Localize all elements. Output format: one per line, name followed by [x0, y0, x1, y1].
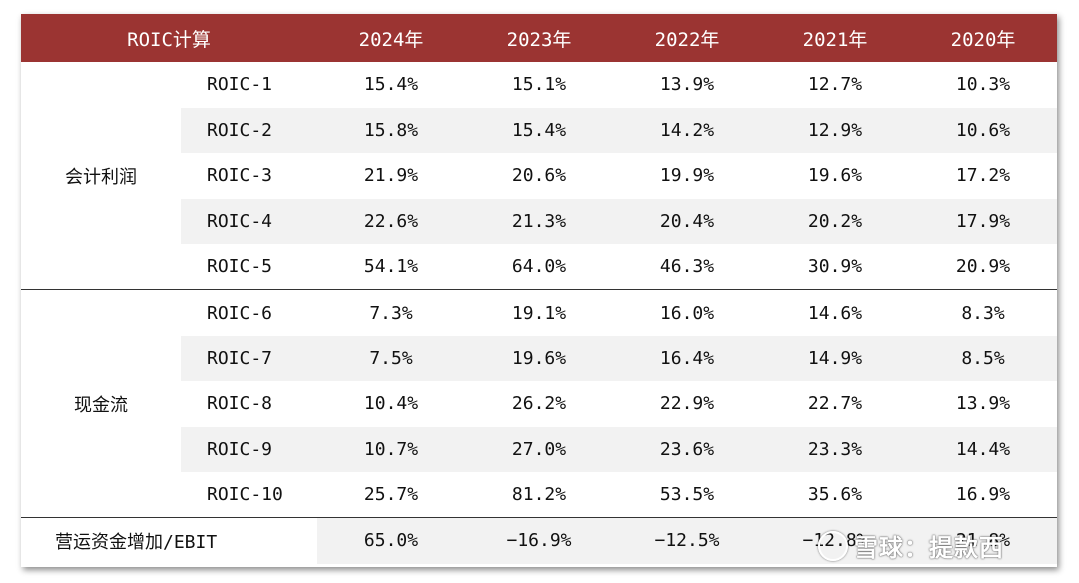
- table-row: 现金流 ROIC-6 7.3% 19.1% 16.0% 14.6% 8.3%: [21, 289, 1058, 518]
- metric-label: ROIC-6: [181, 289, 318, 336]
- value-cell: 16.0%: [613, 289, 762, 336]
- value-cell: 19.9%: [659, 165, 715, 187]
- value-cell: 21.8%: [909, 517, 1058, 564]
- metric-label: ROIC-7: [181, 335, 318, 382]
- year-header-2024: 2024年: [358, 28, 424, 51]
- value-cell: 23.3%: [761, 426, 910, 473]
- value-cell: 16.4%: [613, 335, 762, 382]
- value-cell: 17.9%: [909, 198, 1058, 245]
- metric-label: ROIC-4: [181, 198, 318, 245]
- table-row: 营运资金增加/EBIT 65.0% −16.9% −12.5% −12.8% 2…: [21, 517, 1058, 564]
- value-cell: 7.3%: [317, 289, 466, 336]
- value-cell: 30.9%: [807, 256, 863, 278]
- value-cell: 20.4%: [613, 198, 762, 245]
- value-cell: 20.2%: [761, 198, 910, 245]
- value-cell: 14.2%: [613, 107, 762, 154]
- value-cell: 22.7%: [807, 393, 863, 415]
- value-cell: 14.6%: [761, 289, 910, 336]
- year-header-2023: 2023年: [506, 28, 572, 51]
- value-cell: 21.3%: [465, 198, 614, 245]
- value-cell: 23.6%: [613, 426, 762, 473]
- value-cell: 19.1%: [465, 289, 614, 336]
- metric-label: ROIC-5: [207, 256, 273, 278]
- value-cell: 53.5%: [659, 484, 715, 506]
- table-row: ROIC-5 54.1% 64.0% 46.3% 30.9% 20.9%: [21, 244, 1057, 290]
- watermark: 雪球：提款西: [818, 528, 1004, 563]
- value-cell: 22.6%: [317, 198, 466, 245]
- value-cell: 15.1%: [511, 74, 567, 96]
- group-label-cashflow: 现金流: [21, 289, 181, 518]
- roic-table: ROIC计算 2024年 2023年 2022年 2021年 2020年 会计利…: [21, 14, 1058, 564]
- value-cell: 26.2%: [511, 393, 567, 415]
- metric-label: ROIC-9: [181, 426, 318, 473]
- value-cell: 19.6%: [465, 335, 614, 382]
- watermark-text: 雪球：提款西: [854, 534, 1004, 562]
- value-cell: 54.1%: [363, 256, 419, 278]
- year-header-2020: 2020年: [950, 28, 1016, 51]
- year-header-2021: 2021年: [802, 28, 868, 51]
- value-cell: 16.9%: [955, 484, 1011, 506]
- table-row: ROIC-10 25.7% 81.2% 53.5% 35.6% 16.9%: [21, 472, 1057, 518]
- group-label-working-capital: 营运资金增加/EBIT: [21, 517, 318, 564]
- table-row: ROIC-7 7.5% 19.6% 16.4% 14.9% 8.5%: [21, 335, 1058, 382]
- value-cell: 10.4%: [363, 393, 419, 415]
- metric-label: ROIC-1: [207, 74, 273, 96]
- value-cell: 17.2%: [955, 165, 1011, 187]
- value-cell: 13.9%: [659, 74, 715, 96]
- table-row: 会计利润 ROIC-1 15.4% 15.1% 13.9% 12.7% 10.3…: [21, 62, 1057, 290]
- metric-label: ROIC-10: [207, 484, 283, 506]
- value-cell: −16.9%: [465, 517, 614, 564]
- metric-label: ROIC-2: [181, 107, 318, 154]
- value-cell: 10.3%: [955, 74, 1011, 96]
- value-cell: 15.8%: [317, 107, 466, 154]
- header-row: ROIC计算 2024年 2023年 2022年 2021年 2020年: [21, 14, 1058, 62]
- table-row: ROIC-2 15.8% 15.4% 14.2% 12.9% 10.6%: [21, 107, 1058, 154]
- value-cell: 25.7%: [363, 484, 419, 506]
- group-label-accounting: 会计利润: [21, 62, 181, 290]
- value-cell: 35.6%: [807, 484, 863, 506]
- table-title: ROIC计算: [127, 28, 211, 51]
- value-cell: 65.0%: [317, 517, 466, 564]
- value-cell: 15.4%: [465, 107, 614, 154]
- value-cell: 64.0%: [511, 256, 567, 278]
- value-cell: 81.2%: [511, 484, 567, 506]
- table-row: ROIC-3 21.9% 20.6% 19.9% 19.6% 17.2%: [21, 153, 1057, 199]
- value-cell: 13.9%: [955, 393, 1011, 415]
- value-cell: 20.6%: [511, 165, 567, 187]
- snowball-logo-icon: [818, 531, 848, 561]
- value-cell: 14.9%: [761, 335, 910, 382]
- value-cell: 21.9%: [363, 165, 419, 187]
- value-cell: 20.9%: [955, 256, 1011, 278]
- value-cell: 14.4%: [909, 426, 1058, 473]
- metric-label: ROIC-8: [207, 393, 273, 415]
- value-cell: 15.4%: [363, 74, 419, 96]
- value-cell: 22.9%: [659, 393, 715, 415]
- value-cell: 10.7%: [317, 426, 466, 473]
- value-cell: 10.6%: [909, 107, 1058, 154]
- value-cell: 12.9%: [761, 107, 910, 154]
- table-row: ROIC-4 22.6% 21.3% 20.4% 20.2% 17.9%: [21, 198, 1058, 245]
- value-cell: 46.3%: [659, 256, 715, 278]
- value-cell: 27.0%: [465, 426, 614, 473]
- value-cell: 19.6%: [807, 165, 863, 187]
- value-cell: 8.5%: [909, 335, 1058, 382]
- value-cell: 7.5%: [317, 335, 466, 382]
- table-row: ROIC-9 10.7% 27.0% 23.6% 23.3% 14.4%: [21, 426, 1058, 473]
- year-header-2022: 2022年: [654, 28, 720, 51]
- table-row: ROIC-8 10.4% 26.2% 22.9% 22.7% 13.9%: [21, 381, 1057, 427]
- metric-label: ROIC-3: [207, 165, 273, 187]
- roic-table-frame: ROIC计算 2024年 2023年 2022年 2021年 2020年 会计利…: [21, 14, 1058, 567]
- value-cell: 8.3%: [909, 289, 1058, 336]
- value-cell: 12.7%: [807, 74, 863, 96]
- value-cell: −12.5%: [613, 517, 762, 564]
